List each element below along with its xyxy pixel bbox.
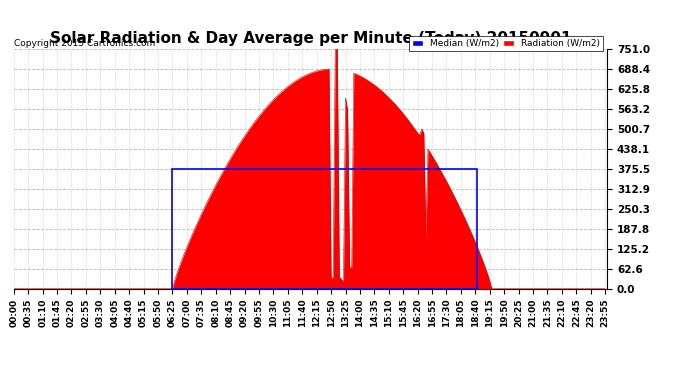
Text: Copyright 2015 Cartronics.com: Copyright 2015 Cartronics.com bbox=[14, 39, 155, 48]
Bar bbox=[172, 169, 477, 289]
Title: Solar Radiation & Day Average per Minute (Today) 20150901: Solar Radiation & Day Average per Minute… bbox=[50, 31, 571, 46]
Legend: Median (W/m2), Radiation (W/m2): Median (W/m2), Radiation (W/m2) bbox=[409, 36, 602, 51]
